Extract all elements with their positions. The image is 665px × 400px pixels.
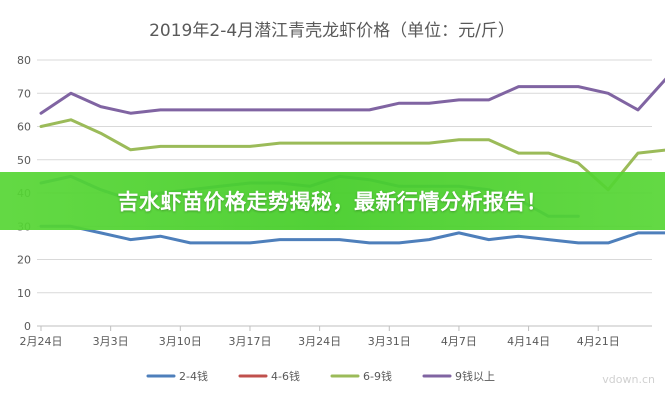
- x-tick-label: 4月14日: [507, 335, 550, 348]
- series-line: [39, 118, 665, 192]
- x-tick-label: 3月31日: [368, 335, 411, 348]
- series-line: [39, 224, 665, 245]
- legend: 2-4钱 4-6钱 6-9钱 9钱以上: [146, 369, 495, 383]
- y-tick-label: 50: [17, 154, 31, 167]
- x-axis: 2月24日 3月3日 3月10日 3月17日 3月24日 3月31日 4月7日 4月14日 4月…: [20, 326, 620, 348]
- x-tick-label: 3月3日: [93, 335, 129, 348]
- x-tick-label: 3月17日: [228, 335, 271, 348]
- y-tick-label: 70: [17, 87, 31, 100]
- x-tick-label: 3月10日: [159, 335, 202, 348]
- y-tick-label: 20: [17, 254, 31, 267]
- legend-label: 9钱以上: [455, 369, 495, 383]
- series-line: [39, 77, 665, 115]
- legend-label: 6-9钱: [363, 369, 392, 383]
- chart-title: 2019年2-4月潜江青壳龙虾价格（单位：元/斤）: [149, 21, 515, 41]
- x-tick-label: 4月21日: [577, 335, 620, 348]
- legend-label: 2-4钱: [179, 369, 208, 383]
- x-tick-label: 2月24日: [20, 335, 63, 348]
- y-tick-label: 60: [17, 121, 31, 134]
- watermark: vdown.cn: [602, 373, 655, 386]
- x-tick-label: 4月7日: [441, 335, 477, 348]
- headline-text: 吉水虾苗价格走势揭秘，最新行情分析报告！: [117, 190, 548, 214]
- x-tick-label: 3月24日: [298, 335, 341, 348]
- headline-banner: 吉水虾苗价格走势揭秘，最新行情分析报告！: [0, 172, 665, 230]
- y-tick-label: 0: [24, 320, 31, 333]
- y-tick-label: 10: [17, 287, 31, 300]
- y-tick-label: 80: [17, 54, 31, 67]
- series-lines: [39, 77, 665, 245]
- legend-label: 4-6钱: [271, 369, 300, 383]
